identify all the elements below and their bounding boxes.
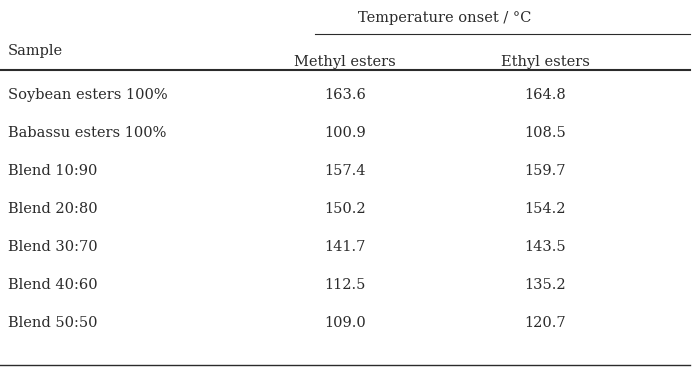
Text: 157.4: 157.4 xyxy=(325,164,366,178)
Text: 120.7: 120.7 xyxy=(524,316,566,330)
Text: Sample: Sample xyxy=(8,44,63,58)
Text: 164.8: 164.8 xyxy=(524,88,566,102)
Text: Blend 50:50: Blend 50:50 xyxy=(8,316,98,330)
Text: 143.5: 143.5 xyxy=(524,240,566,254)
Text: 100.9: 100.9 xyxy=(324,126,366,140)
Text: 109.0: 109.0 xyxy=(324,316,366,330)
Text: 154.2: 154.2 xyxy=(525,202,566,216)
Text: Babassu esters 100%: Babassu esters 100% xyxy=(8,126,166,140)
Text: Soybean esters 100%: Soybean esters 100% xyxy=(8,88,167,102)
Text: Blend 40:60: Blend 40:60 xyxy=(8,278,98,292)
Text: Blend 20:80: Blend 20:80 xyxy=(8,202,98,216)
Text: Blend 30:70: Blend 30:70 xyxy=(8,240,98,254)
Text: 135.2: 135.2 xyxy=(524,278,566,292)
Text: 112.5: 112.5 xyxy=(325,278,365,292)
Text: Temperature onset / °C: Temperature onset / °C xyxy=(358,11,531,25)
Text: 141.7: 141.7 xyxy=(325,240,365,254)
Text: 163.6: 163.6 xyxy=(324,88,366,102)
Text: Ethyl esters: Ethyl esters xyxy=(500,55,590,69)
Text: Blend 10:90: Blend 10:90 xyxy=(8,164,98,178)
Text: 150.2: 150.2 xyxy=(324,202,366,216)
Text: 108.5: 108.5 xyxy=(524,126,566,140)
Text: Methyl esters: Methyl esters xyxy=(294,55,396,69)
Text: 159.7: 159.7 xyxy=(525,164,566,178)
